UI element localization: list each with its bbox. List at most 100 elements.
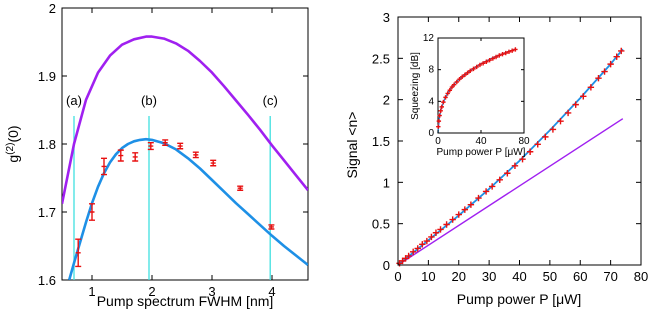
inset-data-point <box>509 48 515 53</box>
left-y-axis-label: g(2)(0) <box>5 125 21 162</box>
data-point <box>443 221 450 228</box>
inset-data-point <box>500 52 505 57</box>
data-point-errorbar <box>101 157 107 176</box>
data-point <box>542 133 549 141</box>
inset-data-point <box>503 50 508 56</box>
inset-data-point <box>441 99 446 105</box>
y-tick-label: 1.9 <box>38 69 56 84</box>
y-tick-label: 2.5 <box>372 51 390 66</box>
inset-data-point <box>477 62 483 68</box>
data-point-errorbar <box>268 224 275 230</box>
data-point <box>526 148 534 155</box>
inset-data-point <box>513 47 518 52</box>
x-tick-label: 0 <box>435 136 441 147</box>
data-point-errorbar <box>147 141 154 151</box>
inset-data-point <box>487 57 492 63</box>
left-chart: (a) (b) (c) 1 2 3 4 1.6 1.7 1.8 1.9 2 Pump spectru… <box>5 1 309 309</box>
inset-data-point <box>465 70 470 76</box>
inset-data-point <box>449 84 455 90</box>
data-point <box>595 74 602 82</box>
y-tick-label: 0 <box>428 128 434 139</box>
data-point <box>511 162 519 169</box>
data-point-errorbar <box>89 203 95 221</box>
inset-chart: 0 40 80 0 4 8 12 Pump power P [μW] Squeezing [… <box>410 33 530 158</box>
x-tick-label: 4 <box>268 284 275 299</box>
y-tick-label: 0 <box>383 258 390 273</box>
data-point-errorbar <box>177 142 184 150</box>
data-point <box>414 245 421 252</box>
data-point <box>534 141 541 148</box>
inset-data-point <box>445 91 450 96</box>
inset-data-point <box>437 113 442 118</box>
data-point <box>419 241 426 248</box>
x-tick-label: 80 <box>634 269 648 284</box>
data-point <box>488 183 496 190</box>
inset-data-point <box>436 118 442 124</box>
data-point-errorbar <box>117 149 124 162</box>
data-point <box>572 101 579 108</box>
data-point <box>564 109 572 117</box>
data-point-errorbar <box>210 159 217 167</box>
data-point-errorbar <box>75 238 82 268</box>
inset-data-point <box>506 49 512 55</box>
data-point <box>461 206 469 213</box>
inset-data-point <box>480 61 486 66</box>
x-tick-label: 80 <box>518 136 530 147</box>
data-point <box>475 194 482 202</box>
data-point <box>607 60 614 68</box>
right-y-axis-label: Signal <n> <box>344 112 360 179</box>
inset-data-point <box>474 64 479 70</box>
data-point <box>467 201 475 208</box>
x-tick-label: 60 <box>573 269 587 284</box>
y-tick-label: 2 <box>383 93 390 108</box>
data-point <box>423 237 431 245</box>
inset-data-point <box>462 72 468 78</box>
data-point-errorbar <box>192 151 199 159</box>
data-point-errorbar <box>132 152 139 162</box>
marker-label: (a) <box>66 93 82 108</box>
classical-line-purple <box>397 118 624 266</box>
y-tick-label: 8 <box>428 65 434 76</box>
inset-data-point <box>447 88 453 93</box>
inset-data-point <box>443 95 448 100</box>
data-point <box>437 226 444 233</box>
inset-data-point <box>497 53 502 58</box>
y-tick-label: 1.8 <box>38 137 56 152</box>
y-tick-label: 3 <box>383 10 390 25</box>
fit-line-blue <box>67 137 308 280</box>
x-tick-label: 40 <box>512 269 526 284</box>
fit-line-blue <box>397 48 624 266</box>
y-tick-label: 0.5 <box>372 217 390 232</box>
data-point <box>613 53 620 60</box>
data-point <box>587 84 595 91</box>
data-point-errorbar <box>162 139 169 147</box>
data-point <box>428 233 435 241</box>
x-tick-label: 0 <box>394 269 401 284</box>
y-tick-label: 1 <box>383 175 390 190</box>
theory-line-purple <box>62 35 308 205</box>
x-tick-label: 10 <box>421 269 435 284</box>
inset-data-point <box>451 82 457 87</box>
x-tick-label: 1 <box>88 284 95 299</box>
inset-data-point <box>484 59 489 64</box>
data-point <box>449 216 456 223</box>
data-point <box>557 117 564 125</box>
y-tick-label: 2 <box>49 1 56 16</box>
data-point <box>482 188 490 195</box>
marker-label: (c) <box>263 93 278 108</box>
data-point <box>496 176 503 184</box>
inset-data-point <box>438 108 443 114</box>
x-tick-label: 20 <box>452 269 466 284</box>
inset-y-axis-label: Squeezing [dB] <box>410 52 421 120</box>
x-tick-label: 30 <box>482 269 496 284</box>
inset-data-point <box>493 54 499 60</box>
data-point <box>519 155 526 163</box>
marker-label: (b) <box>141 93 157 108</box>
data-point <box>618 47 625 55</box>
data-point <box>455 211 462 218</box>
inset-data-point <box>459 74 465 79</box>
inset-data-point <box>471 66 476 72</box>
inset-data-point <box>457 76 462 82</box>
data-point <box>409 248 417 255</box>
inset-data-point <box>436 124 441 129</box>
